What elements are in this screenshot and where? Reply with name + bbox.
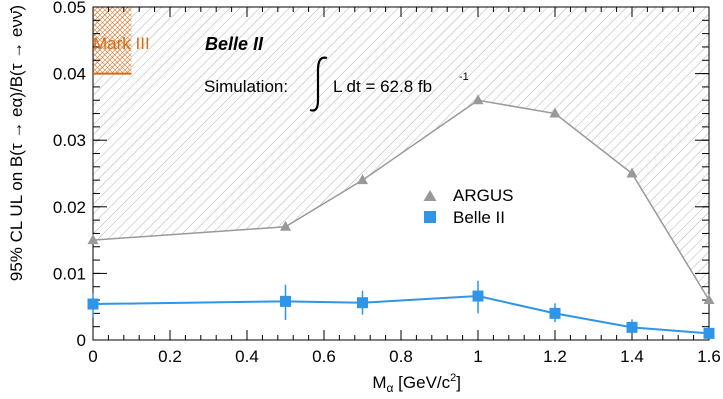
x-tick-label: 1 — [473, 347, 482, 366]
simulation-label: Simulation: — [204, 77, 288, 96]
belle2-series — [87, 280, 715, 339]
x-tick-labels: 0 0.2 0.4 0.6 0.8 1 1.2 1.4 1.6 — [88, 347, 721, 366]
x-tick-label: 0.8 — [389, 347, 413, 366]
argus-marker — [703, 294, 715, 305]
belle2-marker — [87, 298, 99, 310]
y-tick-label: 0.04 — [53, 65, 86, 84]
y-tick-labels: 0 0.01 0.02 0.03 0.04 0.05 — [53, 0, 86, 350]
x-tick-label: 1.4 — [620, 347, 644, 366]
legend: ARGUS Belle II — [423, 186, 513, 227]
belle2-marker — [472, 290, 484, 302]
argus-marker — [472, 94, 484, 105]
plot-frame — [92, 6, 710, 341]
belle2-marker — [280, 295, 291, 307]
luminosity-text: L dt = 62.8 fb — [333, 77, 432, 96]
argus-marker — [626, 167, 638, 178]
x-tick-label: 0.6 — [312, 347, 336, 366]
mark3-label: Mark III — [93, 34, 150, 53]
argus-marker — [549, 107, 561, 118]
y-tick-label: 0.05 — [53, 0, 86, 17]
experiment-label: Belle II — [205, 34, 264, 54]
y-tick-label: 0.01 — [53, 264, 86, 283]
belle2-marker — [626, 321, 638, 333]
mark3-excluded-region — [93, 7, 132, 74]
x-axis-title: Mα [GeV/c2] — [372, 372, 461, 395]
legend-belle2-label: Belle II — [453, 208, 505, 227]
legend-belle2-marker — [424, 211, 436, 223]
legend-argus-label: ARGUS — [453, 186, 513, 205]
belle2-line — [92, 295, 710, 335]
luminosity-exponent: -1 — [459, 71, 469, 83]
x-tick-label: 0 — [88, 347, 97, 366]
x-tick-label: 1.6 — [697, 347, 721, 366]
belle2-marker — [357, 297, 368, 309]
y-tick-label: 0 — [77, 331, 86, 350]
y-tick-label: 0.03 — [53, 131, 86, 150]
x-tick-label: 0.4 — [235, 347, 259, 366]
x-tick-label: 1.2 — [543, 347, 567, 366]
argus-excluded-region — [93, 7, 709, 301]
argus-marker — [280, 220, 291, 231]
legend-argus-marker — [423, 190, 437, 201]
argus-marker — [87, 234, 99, 245]
belle2-marker — [549, 307, 561, 319]
belle2-marker — [703, 327, 715, 339]
y-tick-label: 0.02 — [53, 198, 86, 217]
x-tick-label: 0.2 — [158, 347, 182, 366]
argus-series — [87, 94, 715, 305]
y-axis-title: 95% CL UL on B(τ → eα)/B(τ → eνν̄) — [7, 5, 26, 281]
argus-marker — [357, 174, 368, 185]
integral-sign — [309, 56, 328, 112]
